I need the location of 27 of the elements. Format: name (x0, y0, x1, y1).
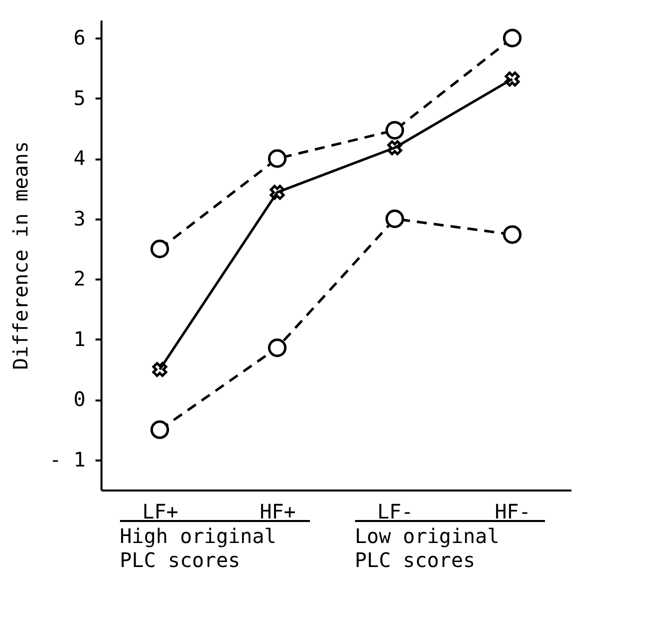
y-tick-label: 4 (73, 146, 86, 170)
y-axis-title: Difference in means (8, 141, 32, 370)
point (502, 225, 522, 244)
point (387, 140, 402, 156)
point (152, 362, 168, 377)
x-tick-label: HF- (494, 500, 531, 524)
y-tick-label: 1 (73, 326, 86, 351)
y-tick-label: 3 (73, 206, 86, 230)
y-tick-label: 0 (73, 387, 86, 412)
point (502, 28, 522, 48)
point (150, 240, 170, 258)
point (268, 338, 287, 358)
point (270, 184, 285, 200)
point (268, 149, 287, 168)
point (150, 420, 170, 440)
x-tick-label: LF+ (142, 500, 178, 524)
y-tick-label: - 1 (49, 447, 86, 472)
y-tick-label: 5 (73, 86, 86, 110)
point (504, 72, 520, 87)
point (385, 120, 404, 140)
text: High original PLC scores (120, 524, 276, 572)
text: Low original PLC scores (354, 524, 500, 572)
x-tick-label: HF+ (260, 500, 296, 524)
x-tick-label: LF- (377, 500, 414, 524)
y-tick-label: 2 (73, 266, 86, 291)
point (385, 210, 404, 228)
y-tick-label: 6 (73, 26, 86, 50)
